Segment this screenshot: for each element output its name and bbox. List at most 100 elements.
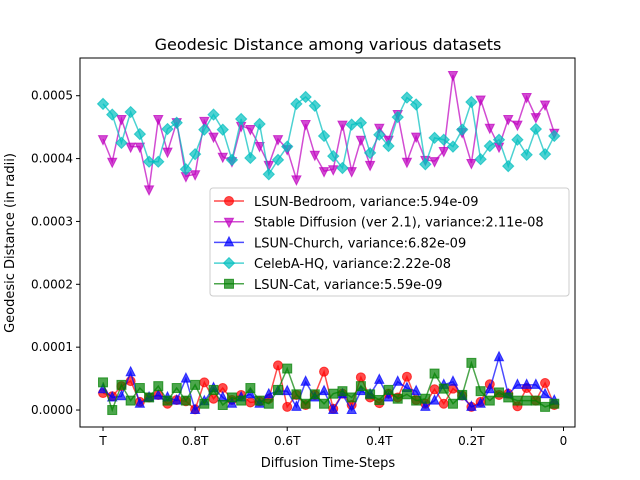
data-point [318,384,330,396]
data-point [281,384,293,396]
data-point [512,378,523,389]
data-point [484,123,496,135]
legend-label: Stable Diffusion (ver 2.1), variance:2.1… [254,216,544,231]
data-point [262,168,275,181]
data-point [363,146,377,160]
data-point [116,114,127,126]
data-point [226,397,238,408]
data-point [179,163,193,176]
data-point [484,395,495,406]
data-point [549,398,560,409]
data-point [133,127,147,141]
data-point [199,116,210,128]
data-point [502,114,514,126]
data-point [189,170,201,181]
data-point [299,90,312,104]
data-point [309,150,321,162]
data-point [225,153,239,167]
data-point [107,405,118,416]
data-point [189,403,201,415]
data-point [345,118,358,131]
data-point [429,368,440,379]
x-tick-label: 0.6T [274,434,301,448]
data-point [438,398,449,409]
data-point [152,155,165,168]
data-point [199,398,210,409]
data-point [474,153,487,166]
data-point [217,152,229,164]
data-point [327,165,339,176]
data-point [153,381,164,392]
data-point [401,157,413,169]
data-point [409,98,423,111]
data-point [446,140,460,153]
data-point [245,125,256,136]
data-point [207,108,220,121]
data-point [511,133,524,146]
data-point [521,395,532,406]
data-point [199,377,210,388]
data-point [447,70,459,82]
data-point [420,393,431,404]
legend-label: LSUN-Cat, variance:5.59e-09 [254,278,442,293]
x-tick-label: 0.2T [458,434,485,448]
x-tick-label: 0.8T [182,434,209,448]
legend-marker [223,235,235,247]
data-point [188,147,202,161]
x-tick-label: 0.4T [366,434,393,448]
x-tick-label: 0 [560,434,568,448]
data-point [217,399,228,410]
data-point [373,373,385,384]
data-point [115,136,128,150]
data-point [401,389,412,400]
data-point [392,393,403,404]
y-tick-label: 0.0005 [31,89,73,103]
legend-label: LSUN-Bedroom, variance:5.94e-09 [254,195,479,210]
data-point [512,120,523,132]
data-point [291,175,302,186]
data-point [271,153,285,167]
data-point [484,382,496,394]
data-point [354,116,368,129]
data-point [483,139,497,153]
data-point [475,386,486,397]
data-point [475,397,486,408]
data-point [457,389,468,400]
legend-marker [224,196,234,206]
y-axis-label: Geodesic Distance (in radii) [3,153,18,333]
data-point [171,383,182,394]
data-point [447,375,459,386]
data-point [282,363,293,374]
data-point [180,371,192,383]
y-axis: 0.0000 0.0001 0.0002 0.0003 0.0004 0.0005 [31,89,80,417]
data-point [97,135,109,146]
data-point [400,91,414,104]
x-tick-label: T [98,434,107,448]
data-point [134,142,146,154]
data-point [493,350,505,362]
y-tick-label: 0.0002 [31,277,73,291]
data-point [475,95,486,107]
data-point [540,401,551,412]
data-point [116,379,127,390]
legend-marker [224,278,234,289]
data-point [373,128,386,141]
data-point [170,116,183,129]
data-point [410,384,422,396]
data-point [198,123,211,136]
legend-entry: Stable Diffusion (ver 2.1), variance:2.1… [214,216,544,231]
data-point [152,388,164,400]
data-point [134,397,146,408]
data-point [253,117,266,131]
data-point [548,129,561,143]
data-point [492,133,506,146]
data-point [365,389,376,400]
legend: LSUN-Bedroom, variance:5.94e-09 Stable Di… [209,187,570,297]
data-point [106,157,118,169]
data-point [291,400,302,411]
data-point [429,384,440,395]
data-point [254,142,265,153]
data-point [327,149,340,163]
data-point [530,113,542,124]
data-point [466,400,477,411]
